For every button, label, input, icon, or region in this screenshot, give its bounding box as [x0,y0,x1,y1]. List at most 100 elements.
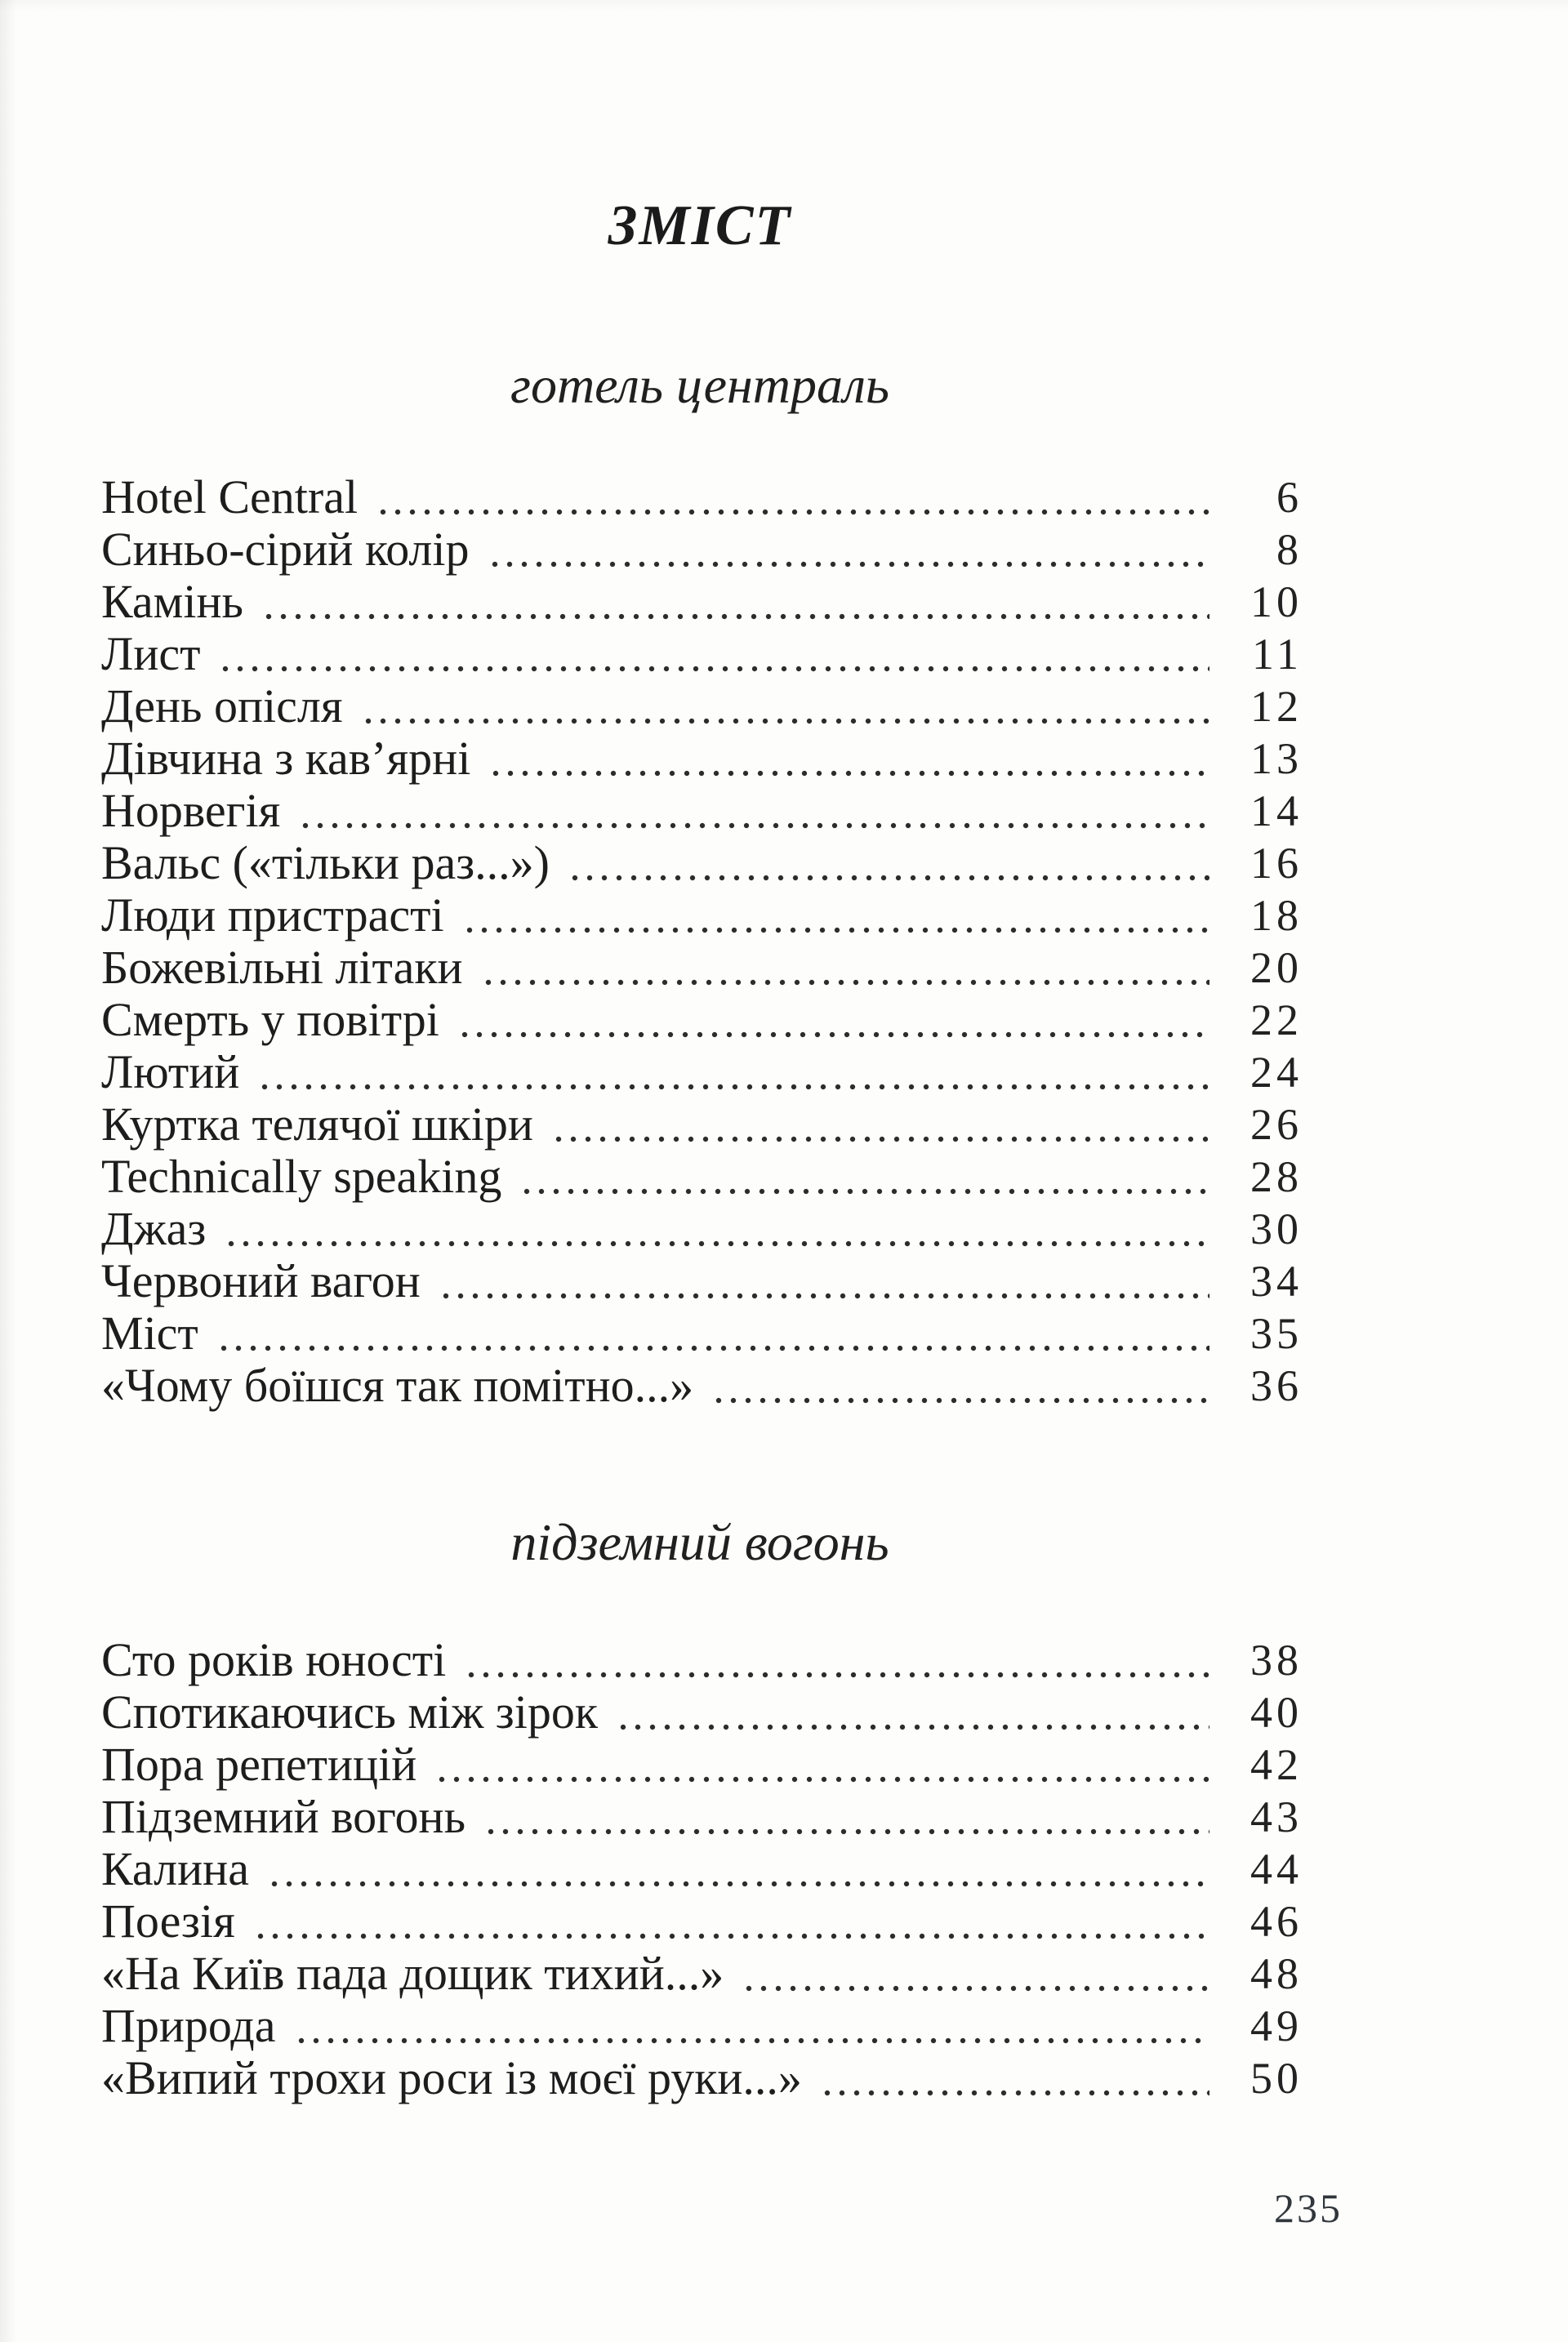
toc-entry: Джаз 30 [101,1203,1298,1255]
dotted-leader [257,1046,1209,1098]
toc-entry-page: 49 [1250,2001,1303,2050]
dotted-leader [480,942,1209,994]
toc-entry-title: Норвегія [101,784,281,837]
toc-section-pidzemnyi-vohon: Сто років юності 38 Спотикаючись між зіро… [101,1634,1298,2104]
dotted-leader [819,2052,1209,2104]
toc-entry-page: 44 [1250,1845,1303,1894]
toc-entry-title: Підземний вогонь [101,1790,466,1843]
dotted-leader [360,680,1209,732]
toc-entry-page: 28 [1250,1152,1303,1201]
toc-entry-title: Hotel Central [101,470,359,523]
toc-entry: Лист 11 [101,628,1298,680]
toc-entry-title: Вальс («тільки раз...») [101,836,550,889]
toc-entry-title: День опісля [101,679,343,732]
dotted-leader [252,1895,1209,1948]
toc-entry: Сто років юності 38 [101,1634,1298,1686]
toc-entry-page: 30 [1250,1204,1303,1253]
dotted-leader [488,732,1209,785]
dotted-leader [218,628,1209,680]
toc-entry: Лютий 24 [101,1046,1298,1098]
toc-entry-page: 36 [1250,1361,1303,1410]
toc-entry-title: Лютий [101,1045,240,1098]
toc-entry-title: Спотикаючись між зірок [101,1685,599,1739]
toc-entry-page: 6 [1276,473,1303,522]
toc-entry-page: 43 [1250,1792,1303,1841]
toc-entry: Куртка телячої шкіри 26 [101,1098,1298,1151]
toc-entry-page: 16 [1250,839,1303,888]
toc-entry-title: Technically speaking [101,1150,502,1203]
toc-entry-page: 14 [1250,786,1303,835]
dotted-leader [464,1634,1209,1686]
section-heading-hotel-central: готель централь [510,356,890,414]
toc-entry-title: Камінь [101,575,243,628]
dotted-leader [224,1203,1209,1255]
dotted-leader [376,471,1209,523]
section-heading-pidzemnyi-vohon: підземний вогонь [510,1513,889,1571]
toc-entry-title: Синьо-сірий колір [101,523,470,576]
dotted-leader [711,1360,1209,1412]
toc-entry-page: 38 [1250,1636,1303,1685]
dotted-leader [461,889,1209,942]
toc-entry: Червоний вагон 34 [101,1255,1298,1307]
toc-entry: «Чому боїшся так помітно...» 36 [101,1360,1298,1412]
dotted-leader [266,1843,1209,1895]
page-number: 235 [1274,2185,1343,2231]
toc-entry-page: 20 [1250,943,1303,992]
toc-entry-title: Поезія [101,1895,235,1948]
toc-entry-page: 48 [1250,1949,1303,1998]
toc-entry-page: 11 [1252,630,1303,679]
toc-entry: Підземний вогонь 43 [101,1791,1298,1843]
toc-entry-page: 35 [1250,1309,1303,1358]
dotted-leader [434,1739,1209,1791]
toc-entry-page: 22 [1250,995,1303,1044]
toc-entry-title: «Чому боїшся так помітно...» [101,1359,694,1412]
toc-entry-page: 46 [1250,1897,1303,1946]
toc-entry-page: 12 [1250,682,1303,731]
toc-entry: Смерть у повітрі 22 [101,994,1298,1046]
toc-entry-title: «Випий трохи роси із моєї руки...» [101,2051,802,2104]
toc-entry: Камінь 10 [101,576,1298,628]
toc-entry-title: Куртка телячої шкіри [101,1098,533,1151]
toc-entry-title: Джаз [101,1202,207,1255]
toc-entry-title: Сто років юності [101,1633,447,1686]
toc-entry: «На Київ пада дощик тихий...» 48 [101,1948,1298,2000]
toc-entry-page: 40 [1250,1688,1303,1737]
dotted-leader [216,1307,1209,1360]
toc-entry-page: 10 [1250,577,1303,626]
toc-entry: Синьо-сірий колір 8 [101,523,1298,576]
toc-entry-title: Люди пристрасті [101,888,444,942]
dotted-leader [483,1791,1209,1843]
toc-entry-page: 42 [1250,1740,1303,1789]
toc-entry: Technically speaking 28 [101,1151,1298,1203]
toc-entry-title: Пора репетицій [101,1738,417,1791]
dotted-leader [457,994,1209,1046]
toc-entry-title: Міст [101,1307,198,1360]
dotted-leader [293,2000,1209,2052]
toc-entry: Люди пристрасті 18 [101,889,1298,942]
dotted-leader [616,1686,1209,1739]
toc-entry-page: 18 [1250,891,1303,940]
toc-entry-title: Калина [101,1842,249,1895]
toc-entry: Калина 44 [101,1843,1298,1895]
toc-entry-title: Лист [101,627,201,680]
toc-entry: Поезія 46 [101,1895,1298,1948]
toc-entry-title: Природа [101,1999,276,2052]
toc-entry: Міст 35 [101,1307,1298,1360]
toc-entry-page: 24 [1250,1048,1303,1097]
toc-entry: «Випий трохи роси із моєї руки...» 50 [101,2052,1298,2104]
toc-entry: Норвегія 14 [101,785,1298,837]
toc-entry: Дівчина з кав’ярні 13 [101,732,1298,785]
toc-title: ЗМІСТ [608,194,792,257]
toc-entry: День опісля 12 [101,680,1298,732]
toc-entry-title: Смерть у повітрі [101,993,439,1046]
dotted-leader [550,1098,1209,1151]
toc-entry: Божевільні літаки 20 [101,942,1298,994]
toc-entry: Природа 49 [101,2000,1298,2052]
dotted-leader [487,523,1209,576]
dotted-leader [519,1151,1209,1203]
toc-section-hotel-central: Hotel Central 6 Синьо-сірий колір 8 Камінь… [101,471,1298,1412]
toc-entry-title: «На Київ пада дощик тихий...» [101,1947,724,2000]
toc-entry: Вальс («тільки раз...») 16 [101,837,1298,889]
toc-entry: Hotel Central 6 [101,471,1298,523]
